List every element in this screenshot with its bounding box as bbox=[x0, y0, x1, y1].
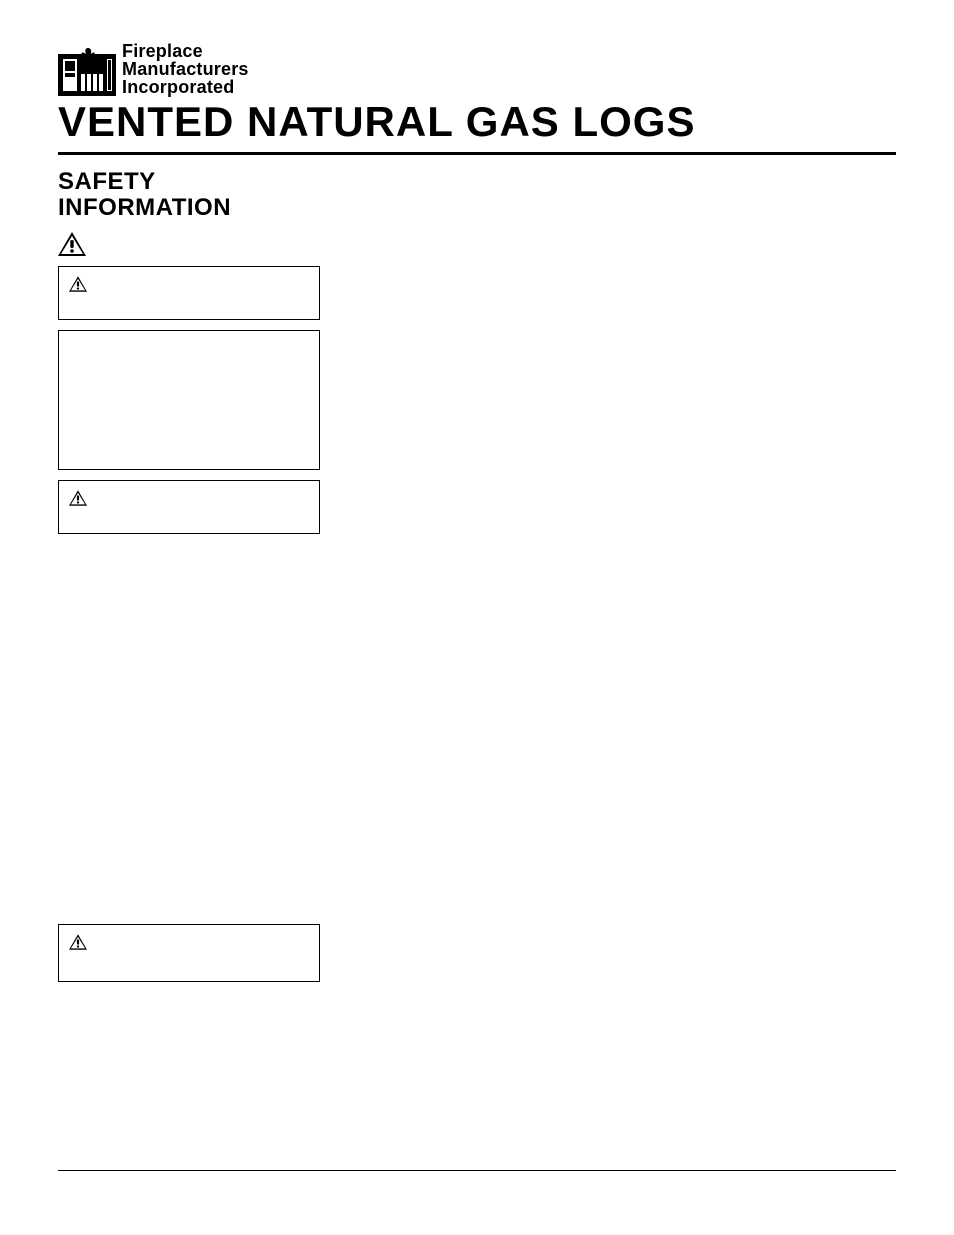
left-column: SAFETY INFORMATION bbox=[58, 169, 320, 982]
title-rule bbox=[58, 152, 896, 155]
warning-box-4 bbox=[58, 924, 320, 982]
footer-rule bbox=[58, 1170, 896, 1171]
page-title: VENTED NATURAL GAS LOGS bbox=[58, 98, 896, 146]
warning-triangle-icon bbox=[69, 276, 87, 292]
warning-box-1 bbox=[58, 266, 320, 320]
section-heading-line-1: SAFETY bbox=[58, 168, 156, 195]
column-gap bbox=[58, 534, 320, 914]
warning-triangle-icon bbox=[69, 934, 87, 950]
logo: Fireplace Manufacturers Incorporated bbox=[58, 42, 896, 96]
logo-line-1: Fireplace bbox=[122, 42, 249, 60]
logo-text: Fireplace Manufacturers Incorporated bbox=[122, 42, 249, 96]
logo-line-3: Incorporated bbox=[122, 78, 249, 96]
logo-line-2: Manufacturers bbox=[122, 60, 249, 78]
section-heading-line-2: INFORMATION bbox=[58, 194, 231, 221]
fmi-logo-mark bbox=[58, 48, 116, 96]
warning-box-3 bbox=[58, 480, 320, 534]
warning-triangle-icon bbox=[58, 232, 86, 256]
warning-triangle-icon bbox=[69, 490, 87, 506]
section-heading: SAFETY INFORMATION bbox=[58, 169, 318, 222]
info-box-2 bbox=[58, 330, 320, 470]
